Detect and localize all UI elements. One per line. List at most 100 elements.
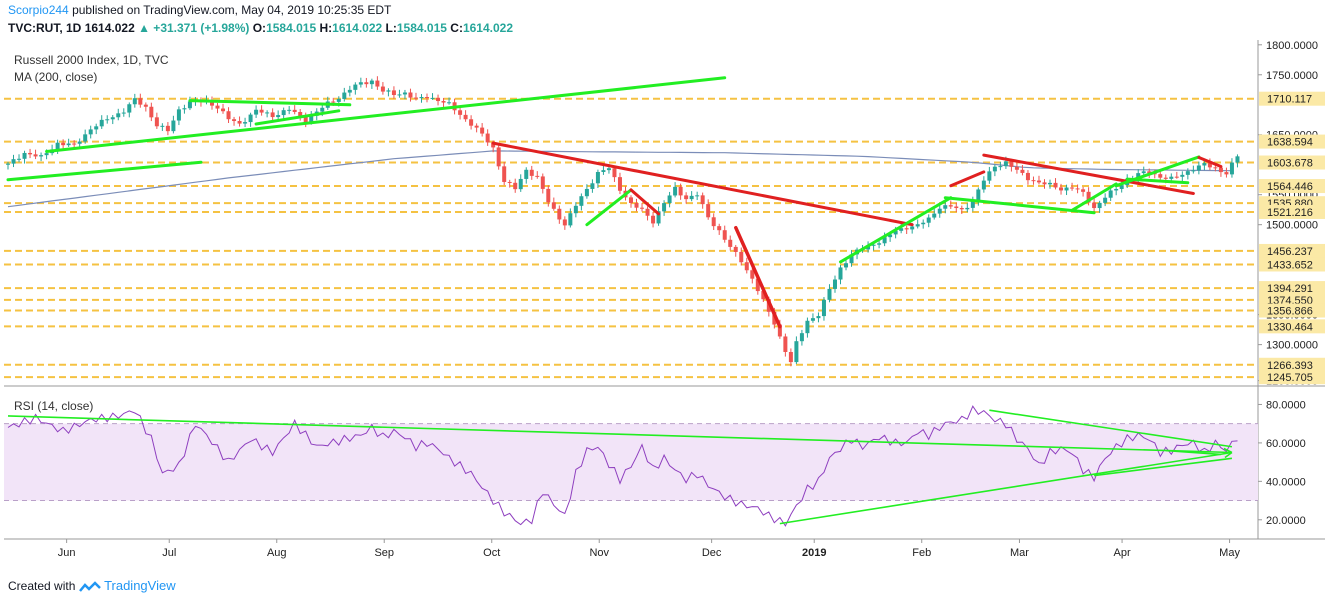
candle-body [83, 134, 88, 142]
red-trendline [982, 153, 1195, 195]
tradingview-logo-icon [78, 581, 101, 592]
candle-body [77, 141, 82, 144]
candle-body [584, 188, 589, 197]
candle-body [629, 197, 633, 203]
publish-line: Scorpio244 published on TradingView.com,… [8, 3, 391, 17]
red-trendline [629, 188, 661, 216]
candle-body [55, 142, 60, 150]
candle-body [116, 113, 121, 118]
candle-body [380, 86, 385, 92]
candle-body [1048, 182, 1053, 185]
candle-body [397, 94, 402, 96]
candle-body [899, 228, 904, 231]
candle-body [66, 143, 71, 146]
rsi-legend: RSI (14, close) [14, 399, 94, 413]
price-tick-label: 1800.0000 [1266, 40, 1318, 52]
candle-body [259, 109, 264, 113]
candle-body [419, 97, 424, 99]
candle-body [965, 207, 970, 210]
candle-body [358, 82, 363, 85]
candle-body [816, 316, 821, 319]
symbol-label: TVC:RUT, 1D [8, 21, 82, 35]
candle-body [1097, 202, 1102, 209]
green-trendline [943, 196, 1096, 215]
candle-body [783, 336, 788, 352]
candle-body [143, 104, 148, 107]
candle-body [1103, 197, 1108, 203]
candle-body [425, 97, 430, 99]
candle-body [303, 116, 308, 123]
time-tick-label: Aug [267, 547, 287, 559]
time-tick-label: Sep [374, 547, 394, 559]
candle-body [915, 224, 920, 227]
footer-brand[interactable]: TradingView [104, 578, 176, 593]
rsi-tick-label: 60.0000 [1266, 438, 1306, 450]
candle-body [447, 102, 452, 104]
close-value: 1614.022 [462, 21, 514, 35]
level-label: 1245.705 [1267, 372, 1313, 384]
candle-body [921, 222, 926, 225]
author-name[interactable]: Scorpio244 [8, 3, 69, 17]
rsi-band [4, 423, 1258, 501]
red-trendline [1197, 156, 1223, 168]
time-tick-label: Jul [162, 547, 176, 559]
candle-body [364, 82, 369, 85]
rsi-tick-label: 40.0000 [1266, 476, 1306, 488]
candle-body [1196, 165, 1201, 171]
candle-body [1174, 176, 1179, 178]
candle-body [640, 207, 645, 209]
candle-body [551, 202, 556, 209]
candle-body [976, 189, 981, 201]
rsi-line [7, 405, 1238, 527]
candle-body [987, 171, 992, 181]
candle-body [61, 142, 66, 146]
candle-body [1020, 169, 1025, 173]
candle-body [243, 122, 248, 124]
candle-body [33, 154, 38, 157]
candle-body [72, 143, 77, 145]
candle-body [1235, 156, 1240, 163]
candle-body [910, 226, 915, 230]
candle-body [1229, 162, 1234, 175]
level-label: 1356.866 [1267, 306, 1313, 318]
candle-body [1147, 171, 1152, 174]
candle-body [827, 288, 832, 300]
green-trendline [6, 160, 203, 182]
candle-body [529, 169, 534, 176]
candle-body [1036, 180, 1041, 183]
candle-body [463, 114, 468, 120]
candle-body [926, 217, 931, 223]
green-trendline [254, 109, 341, 126]
candle-body [287, 109, 292, 111]
candle-body [866, 245, 871, 250]
candle-body [1081, 189, 1086, 192]
candle-body [28, 152, 33, 155]
time-tick-label: Jun [58, 547, 76, 559]
candle-body [1158, 174, 1163, 178]
candles-group [6, 76, 1240, 367]
candle-body [518, 178, 523, 190]
candle-body [579, 196, 584, 206]
candle-body [700, 195, 705, 205]
candle-body [121, 112, 126, 114]
candle-body [794, 341, 799, 363]
candle-body [617, 177, 622, 191]
candle-body [750, 270, 755, 279]
level-label: 1266.393 [1267, 360, 1313, 372]
candle-body [1075, 188, 1080, 190]
candle-body [6, 163, 10, 165]
candle-body [413, 97, 418, 99]
quote-line: TVC:RUT, 1D 1614.022 ▲ +31.371 (+1.98%) … [8, 21, 513, 35]
green-trendline [839, 196, 953, 264]
candle-body [480, 127, 485, 134]
candle-body [276, 115, 281, 118]
level-badge [1259, 204, 1325, 219]
candle-body [17, 158, 22, 160]
candle-body [810, 318, 815, 321]
candle-body [458, 110, 463, 115]
candle-body [336, 98, 341, 102]
level-label: 1564.446 [1267, 181, 1313, 193]
candle-body [557, 208, 562, 220]
candle-body [1092, 202, 1097, 209]
